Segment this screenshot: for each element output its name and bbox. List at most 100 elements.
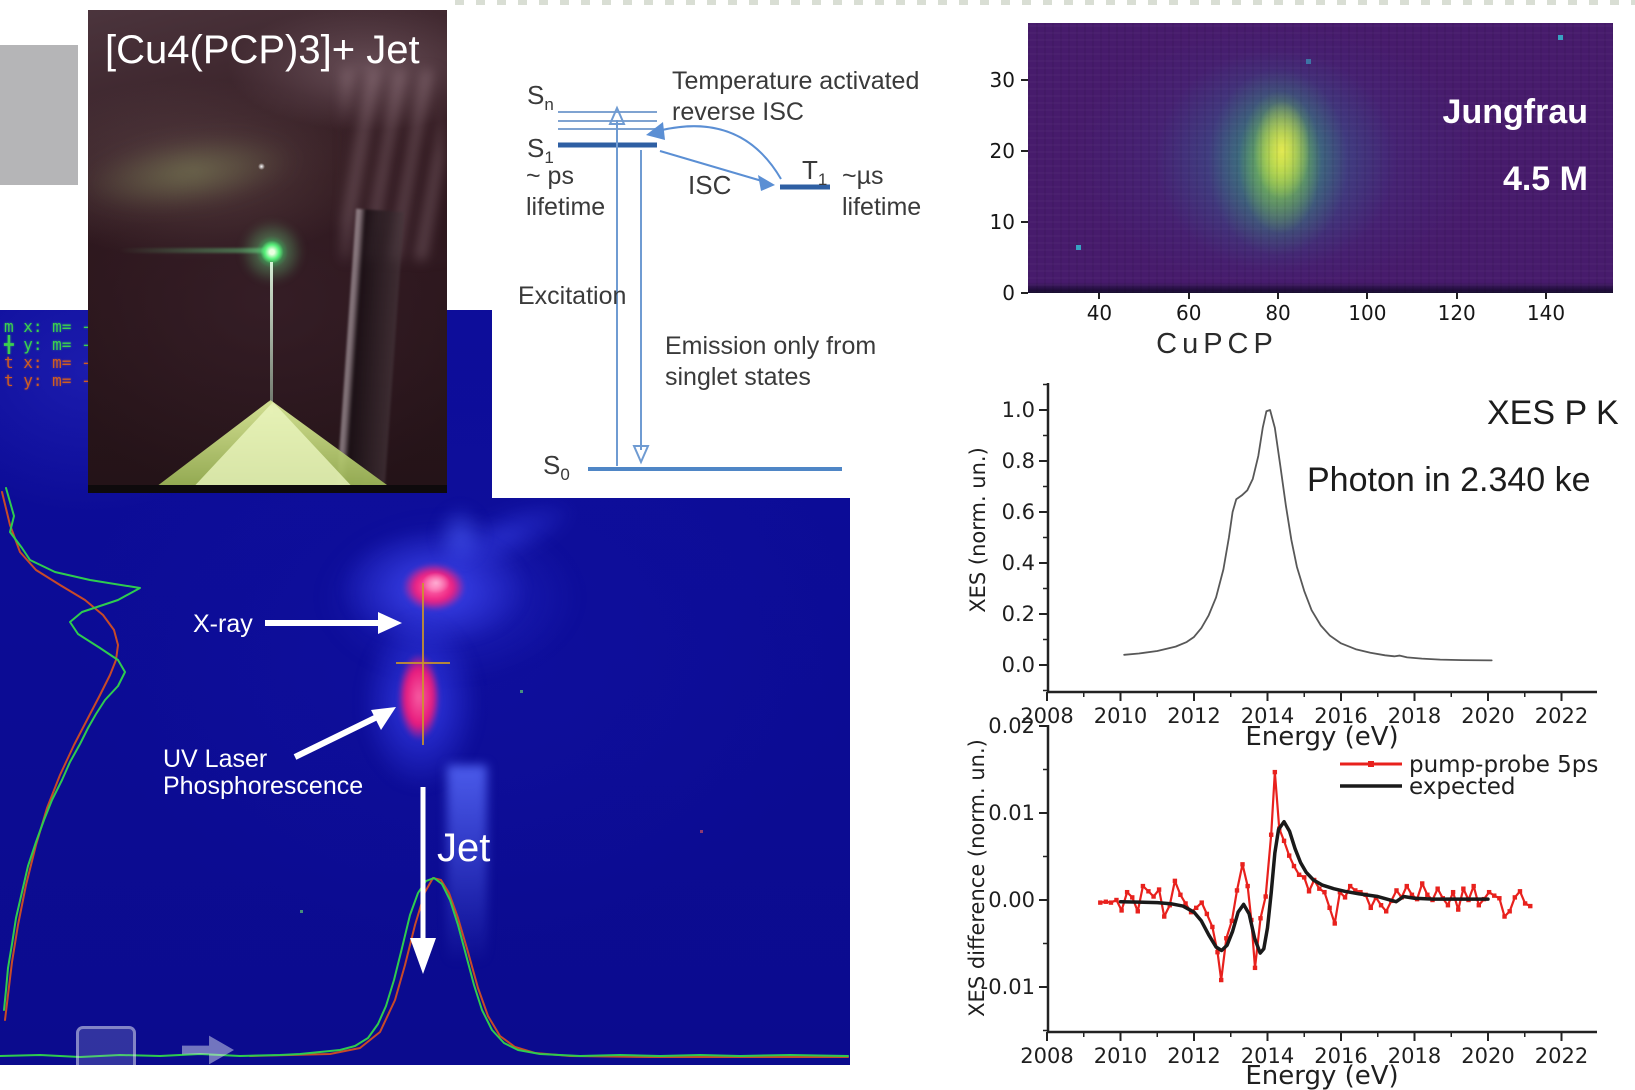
detector-subtitle: 4.5 M <box>1502 160 1588 198</box>
heatmap-ytick-label: 30 <box>989 67 1015 92</box>
marker <box>1517 889 1523 894</box>
marker <box>1461 886 1466 891</box>
marker <box>1528 903 1533 909</box>
pixel-speck <box>700 830 703 833</box>
heatmap-xtick-label: 40 <box>1086 301 1113 325</box>
marker <box>1306 889 1312 894</box>
marker <box>1456 907 1461 912</box>
xray-label: X-ray <box>193 610 253 638</box>
heatmap-xtick-label: 140 <box>1526 301 1566 325</box>
left-profile-trace <box>3 487 141 1011</box>
pump-probe-markers <box>1098 769 1533 983</box>
marker <box>1384 909 1389 914</box>
marker <box>1224 936 1229 941</box>
x-tick-label: 2010 <box>1094 1044 1147 1068</box>
beam-overlay-svg <box>0 487 849 1058</box>
marker <box>1450 889 1456 895</box>
photo-bottom-edge <box>88 485 447 493</box>
annotation-photon-energy: Photon in 2.340 ke <box>1307 461 1591 499</box>
marker <box>1234 888 1240 893</box>
marker <box>1507 909 1512 914</box>
document-icon <box>76 1026 136 1065</box>
marker <box>1199 900 1204 905</box>
isc-text: ISC <box>688 170 732 200</box>
emission-arrow <box>632 150 650 465</box>
xes-xlabel: Energy (eV) <box>1245 722 1399 752</box>
marker <box>1268 832 1274 837</box>
marker <box>1502 914 1507 919</box>
marker <box>1358 889 1363 895</box>
heatmap-pixel-grid <box>1028 23 1613 293</box>
heatmap-xtick-label: 60 <box>1176 301 1202 325</box>
x-tick-label: 2016 <box>1314 704 1367 728</box>
x-tick-label: 2008 <box>1020 704 1073 728</box>
marker <box>1119 908 1124 913</box>
marker <box>1347 883 1353 889</box>
marker <box>1342 895 1348 900</box>
marker <box>1368 905 1373 911</box>
marker <box>1445 903 1451 908</box>
marker <box>1263 894 1268 899</box>
heatmap-ytick <box>1021 220 1028 223</box>
x-tick-label: 2010 <box>1094 704 1147 728</box>
marker <box>1425 892 1430 897</box>
xes-ylabel: XES (norm. un.) <box>966 447 990 613</box>
uv-phosphorescence-blob <box>392 641 446 753</box>
marker <box>1210 924 1215 930</box>
detector-heatmap <box>1028 23 1613 293</box>
marker <box>1245 883 1250 889</box>
x-tick-label: 2012 <box>1167 1044 1220 1068</box>
us-lifetime-text: ~µs lifetime <box>842 162 922 221</box>
marker <box>1281 838 1287 844</box>
marker <box>1353 888 1358 893</box>
marker <box>1135 909 1140 914</box>
marker <box>1124 889 1130 895</box>
x-tick-label: 2020 <box>1461 704 1514 728</box>
marker <box>1272 769 1278 775</box>
uv-arrow <box>293 707 396 760</box>
x-tick-label: 2018 <box>1388 704 1441 728</box>
level-label-sn: Sn <box>527 80 554 115</box>
uv-laser-label-line2: Phosphorescence <box>163 772 364 800</box>
excitation-arrow <box>608 105 626 466</box>
x-tick-label: 2018 <box>1388 1044 1441 1068</box>
heatmap-xtick-label: 120 <box>1437 301 1476 325</box>
y-tick-label: 0.6 <box>1002 500 1035 524</box>
y-tick-label: 0.2 <box>1002 602 1035 626</box>
jet-glow <box>447 765 487 965</box>
marker <box>1178 892 1183 897</box>
marker <box>1302 875 1307 880</box>
heatmap-xtick-label: 80 <box>1265 301 1291 325</box>
pump-probe-curve <box>1099 771 1532 982</box>
jet-arrow <box>410 787 436 974</box>
marker <box>1162 914 1167 919</box>
heatmap-ytick <box>1021 78 1028 81</box>
beam-profile-curves <box>0 487 849 1058</box>
photo-green-band <box>88 123 302 223</box>
x-tick-label: 2020 <box>1461 1044 1514 1068</box>
marker <box>1322 889 1327 895</box>
y-tick-label: 0.8 <box>1002 449 1035 473</box>
x-tick-label: 2014 <box>1241 1044 1294 1068</box>
marker <box>1204 911 1210 917</box>
reverse-isc-arrow <box>646 122 782 180</box>
ps-lifetime-text: ~ ps lifetime <box>526 162 606 221</box>
marker <box>1486 889 1492 895</box>
photo-laser-beam <box>118 248 268 253</box>
marker <box>1240 862 1245 867</box>
xes-difference-plot: 2008 2010 2012 2014 2016 2018 2020 2022 -0.01 0.0… <box>981 714 1599 1068</box>
legend-label-pump-probe: pump-probe 5ps <box>1409 752 1598 778</box>
marker <box>1337 889 1343 895</box>
marker <box>1114 897 1119 903</box>
pixel-speck <box>300 910 303 913</box>
x-tick-label: 2022 <box>1535 704 1588 728</box>
marker <box>1108 900 1114 905</box>
jablonski-svg <box>558 105 842 471</box>
axes: 2008 2010 2012 2014 2016 2018 2020 2022 0.0 0.2 0.… <box>1002 383 1597 728</box>
marker <box>1258 916 1263 921</box>
pixel-speck <box>520 690 523 693</box>
top-dotted-border <box>455 0 1635 5</box>
x-tick-label: 2022 <box>1535 1044 1588 1068</box>
